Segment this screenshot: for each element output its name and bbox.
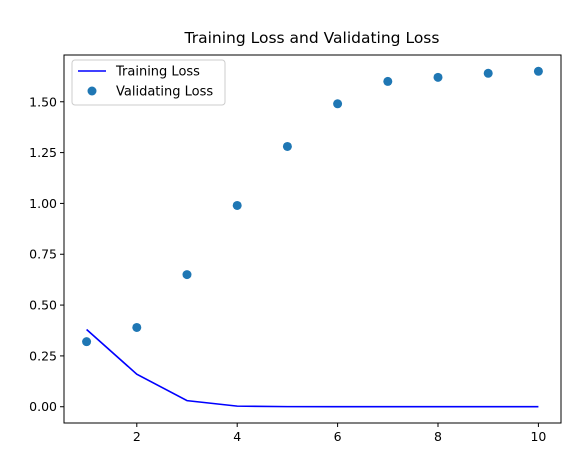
validating-loss-point	[82, 337, 92, 347]
training-loss-line	[86, 328, 539, 408]
validating-loss-point	[232, 200, 242, 210]
y-tick-label: 0.00	[29, 399, 57, 414]
chart-title: Training Loss and Validating Loss	[184, 29, 440, 47]
legend-label: Validating Loss	[116, 85, 213, 100]
validating-loss-point	[533, 66, 543, 76]
x-tick-label: 10	[530, 429, 546, 444]
axes-frame	[63, 54, 562, 424]
plot-area	[82, 66, 543, 408]
validating-loss-point	[433, 72, 443, 82]
y-tick-label: 0.75	[29, 247, 57, 262]
y-tick-label: 0.50	[29, 298, 57, 313]
legend-box	[71, 59, 226, 106]
y-tick-label: 1.50	[29, 94, 57, 109]
y-tick-label: 0.25	[29, 348, 57, 363]
axis-ticks: 2 4 6 8 10 0.00 0.25 0.50 0.75 1.00 1.25 1.50	[29, 94, 546, 444]
y-tick-label: 1.00	[29, 196, 57, 211]
y-tick-label: 1.25	[29, 145, 57, 160]
validating-loss-point	[333, 99, 343, 109]
legend: Training Loss Validating Loss	[71, 59, 226, 106]
validating-loss-point	[182, 270, 192, 280]
legend-label: Training Loss	[115, 65, 200, 80]
legend-marker-swatch	[87, 86, 97, 96]
x-tick-label: 4	[233, 429, 241, 444]
x-tick-label: 8	[434, 429, 442, 444]
x-tick-label: 6	[334, 429, 342, 444]
x-tick-label: 2	[133, 429, 141, 444]
validating-loss-point	[483, 68, 493, 78]
validating-loss-point	[282, 141, 292, 151]
validating-loss-point	[383, 76, 393, 86]
validating-loss-point	[132, 322, 142, 332]
